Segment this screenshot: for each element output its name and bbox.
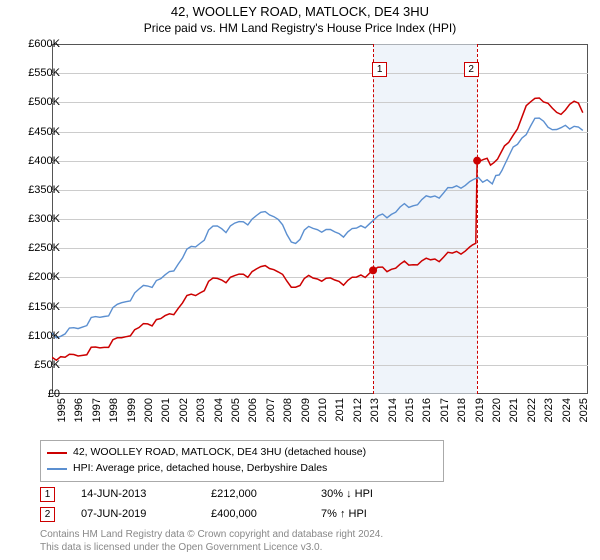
x-axis-label: 1996 — [73, 398, 85, 422]
chart-marker: 1 — [372, 62, 387, 77]
x-axis-label: 2022 — [526, 398, 538, 422]
chart-marker: 2 — [464, 62, 479, 77]
x-axis-label: 2010 — [317, 398, 329, 422]
y-axis-label: £300K — [16, 213, 60, 225]
x-axis-label: 2008 — [282, 398, 294, 422]
legend-box: 42, WOOLLEY ROAD, MATLOCK, DE4 3HU (deta… — [40, 440, 444, 482]
footer-line-2: This data is licensed under the Open Gov… — [40, 541, 383, 554]
x-axis-label: 2014 — [387, 398, 399, 422]
sale-row: 2 07-JUN-2019£400,0007% ↑ HPI — [40, 504, 560, 524]
y-axis-label: £100K — [16, 330, 60, 342]
sale-date: 07-JUN-2019 — [81, 508, 211, 520]
footer-attribution: Contains HM Land Registry data © Crown c… — [40, 528, 383, 554]
y-axis-label: £350K — [16, 184, 60, 196]
y-axis-label: £50K — [16, 359, 60, 371]
legend-swatch — [47, 468, 67, 470]
sale-point — [473, 157, 481, 165]
legend-item: HPI: Average price, detached house, Derb… — [47, 461, 437, 477]
legend-label: 42, WOOLLEY ROAD, MATLOCK, DE4 3HU (deta… — [73, 445, 366, 461]
x-axis-label: 2003 — [195, 398, 207, 422]
x-axis-label: 2016 — [421, 398, 433, 422]
x-axis-label: 1995 — [56, 398, 68, 422]
sale-row: 1 14-JUN-2013£212,00030% ↓ HPI — [40, 484, 560, 504]
sale-price: £400,000 — [211, 508, 321, 520]
sales-table: 1 14-JUN-2013£212,00030% ↓ HPI 2 07-JUN-201… — [40, 484, 560, 524]
y-axis-label: £0 — [16, 388, 60, 400]
x-axis-label: 2001 — [160, 398, 172, 422]
y-axis-label: £150K — [16, 301, 60, 313]
x-axis-label: 2024 — [561, 398, 573, 422]
x-axis-label: 2023 — [543, 398, 555, 422]
x-axis-label: 2007 — [265, 398, 277, 422]
x-axis-label: 2006 — [247, 398, 259, 422]
sale-number-badge: 1 — [40, 487, 55, 502]
sale-point — [369, 266, 377, 274]
y-axis-label: £450K — [16, 126, 60, 138]
x-axis-label: 2004 — [213, 398, 225, 422]
sale-price: £212,000 — [211, 488, 321, 500]
series-hpi — [52, 118, 583, 338]
page-subtitle: Price paid vs. HM Land Registry's House … — [0, 19, 600, 35]
legend-item: 42, WOOLLEY ROAD, MATLOCK, DE4 3HU (deta… — [47, 445, 437, 461]
sale-delta: 7% ↑ HPI — [321, 508, 411, 520]
sale-delta: 30% ↓ HPI — [321, 488, 411, 500]
chart-svg — [52, 44, 588, 394]
x-axis-label: 2020 — [491, 398, 503, 422]
price-chart: 12 — [52, 44, 588, 394]
y-axis-label: £550K — [16, 67, 60, 79]
sale-date: 14-JUN-2013 — [81, 488, 211, 500]
y-axis-label: £400K — [16, 155, 60, 167]
y-axis-label: £500K — [16, 96, 60, 108]
footer-line-1: Contains HM Land Registry data © Crown c… — [40, 528, 383, 541]
x-axis-label: 2005 — [230, 398, 242, 422]
legend-swatch — [47, 452, 67, 454]
x-axis-label: 2009 — [300, 398, 312, 422]
x-axis-label: 2019 — [474, 398, 486, 422]
x-axis-label: 2000 — [143, 398, 155, 422]
x-axis-label: 2025 — [578, 398, 590, 422]
y-axis-label: £200K — [16, 271, 60, 283]
x-axis-label: 2012 — [352, 398, 364, 422]
x-axis-label: 1999 — [126, 398, 138, 422]
x-axis-label: 2002 — [178, 398, 190, 422]
x-axis-label: 2011 — [334, 398, 346, 422]
x-axis-label: 1997 — [91, 398, 103, 422]
x-axis-label: 1998 — [108, 398, 120, 422]
y-axis-label: £600K — [16, 38, 60, 50]
x-axis-label: 2018 — [456, 398, 468, 422]
x-axis-label: 2017 — [439, 398, 451, 422]
x-axis-label: 2013 — [369, 398, 381, 422]
x-axis-label: 2015 — [404, 398, 416, 422]
legend-label: HPI: Average price, detached house, Derb… — [73, 461, 327, 477]
y-axis-label: £250K — [16, 242, 60, 254]
sale-number-badge: 2 — [40, 507, 55, 522]
page-title: 42, WOOLLEY ROAD, MATLOCK, DE4 3HU — [0, 0, 600, 19]
x-axis-label: 2021 — [508, 398, 520, 422]
